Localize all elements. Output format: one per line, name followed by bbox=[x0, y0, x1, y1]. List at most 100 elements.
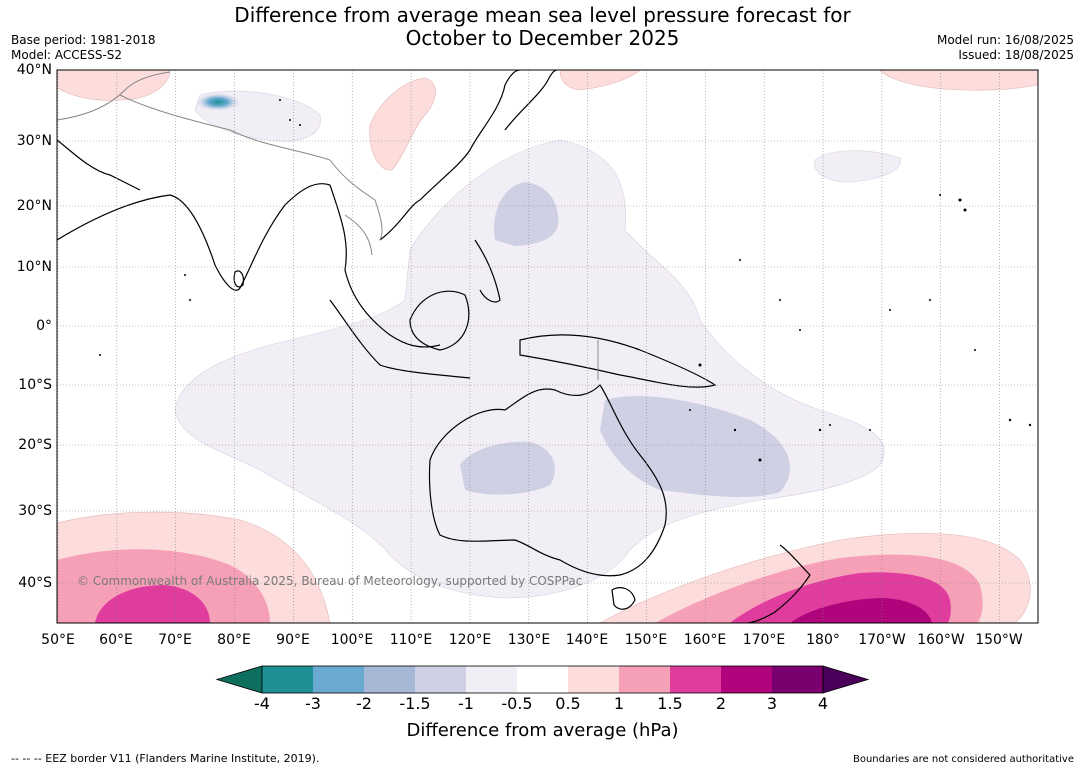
coast-new-guinea bbox=[519, 334, 717, 388]
colorbar-tick: -1 bbox=[458, 694, 474, 713]
colorbar-extend-high bbox=[822, 665, 870, 694]
colorbar-swatch bbox=[721, 666, 772, 693]
lat-label-30s: 30°S bbox=[18, 503, 52, 519]
lat-label-40n: 40°N bbox=[16, 62, 52, 78]
colorbar-swatch bbox=[313, 666, 364, 693]
lat-label-0: 0° bbox=[36, 318, 52, 334]
colorbar-swatch bbox=[670, 666, 721, 693]
colorbar-tick: -3 bbox=[305, 694, 321, 713]
lon-label-150w: 150°W bbox=[975, 632, 1023, 648]
colorbar-swatch bbox=[517, 666, 568, 693]
coast-sumatra bbox=[329, 299, 471, 379]
border-south-asia bbox=[119, 94, 331, 161]
colorbar-frame bbox=[261, 665, 824, 694]
colorbar-tick: -2 bbox=[356, 694, 372, 713]
title-line-1: Difference from average mean sea level p… bbox=[234, 3, 851, 27]
lat-label-20s: 20°S bbox=[18, 437, 52, 453]
coast-australia bbox=[428, 384, 667, 577]
coast-borneo bbox=[409, 290, 470, 351]
colorbar-tick: -0.5 bbox=[501, 694, 533, 713]
copyright-notice: © Commonwealth of Australia 2025, Bureau… bbox=[77, 574, 583, 588]
map-frame bbox=[56, 69, 1039, 624]
lon-label-70e: 70°E bbox=[158, 632, 192, 648]
anomaly-region-blue-coral bbox=[600, 396, 790, 498]
anomaly-region-blue-aus bbox=[460, 441, 555, 495]
colorbar-swatch bbox=[415, 666, 466, 693]
lon-label-160w: 160°W bbox=[917, 632, 965, 648]
colorbar-tick: 2 bbox=[715, 694, 727, 713]
lon-label-160e: 160°E bbox=[683, 632, 727, 648]
coast-indochina bbox=[329, 184, 441, 348]
lon-label-130e: 130°E bbox=[507, 632, 551, 648]
meta-left: Base period: 1981-2018 Model: ACCESS-S2 bbox=[11, 33, 156, 63]
lon-label-100e: 100°E bbox=[330, 632, 374, 648]
colorbar-swatch bbox=[364, 666, 415, 693]
colorbar-tick: -4 bbox=[254, 694, 270, 713]
boundaries-disclaimer: Boundaries are not considered authoritat… bbox=[852, 754, 1074, 765]
lon-label-120e: 120°E bbox=[448, 632, 492, 648]
colorbar-swatch bbox=[568, 666, 619, 693]
country-borders bbox=[57, 71, 599, 380]
coast-japan bbox=[504, 70, 558, 131]
anomaly-spot-teal bbox=[196, 93, 240, 111]
border-indochina bbox=[344, 214, 373, 256]
base-period: Base period: 1981-2018 bbox=[11, 33, 156, 47]
eez-footnote: -- -- -- EEZ border V11 (Flanders Marine… bbox=[11, 752, 320, 765]
anomaly-region-lavender-ne bbox=[814, 150, 901, 183]
colorbar-tick: 3 bbox=[766, 694, 778, 713]
lon-label-110e: 110°E bbox=[389, 632, 433, 648]
coast-philippines bbox=[474, 239, 501, 303]
lat-label-40s: 40°S bbox=[18, 575, 52, 591]
page-title: Difference from average mean sea level p… bbox=[0, 4, 1085, 50]
coastlines bbox=[57, 70, 811, 623]
colorbar bbox=[215, 665, 870, 694]
gridlines bbox=[57, 70, 1038, 623]
colorbar-tick: -1.5 bbox=[399, 694, 431, 713]
anomaly-region-sw-15 bbox=[95, 585, 210, 623]
colorbar-swatch bbox=[466, 666, 517, 693]
model-name: Model: ACCESS-S2 bbox=[11, 48, 123, 62]
lon-label-60e: 60°E bbox=[99, 632, 133, 648]
coast-sri-lanka bbox=[233, 270, 245, 288]
colorbar-title: Difference from average (hPa) bbox=[406, 720, 679, 741]
colorbar-tick: 4 bbox=[817, 694, 829, 713]
coast-arabia bbox=[57, 139, 141, 191]
issued-date: Issued: 18/08/2025 bbox=[958, 48, 1074, 62]
lon-label-80e: 80°E bbox=[217, 632, 251, 648]
colorbar-extend-low bbox=[215, 665, 263, 694]
lon-label-50e: 50°E bbox=[41, 632, 75, 648]
map-fill-layers bbox=[57, 70, 1038, 623]
pacific-islands bbox=[99, 99, 1032, 462]
colorbar-swatch bbox=[262, 666, 313, 693]
colorbar-tick: 1.5 bbox=[657, 694, 683, 713]
lat-label-10n: 10°N bbox=[16, 259, 52, 275]
lon-label-90e: 90°E bbox=[276, 632, 310, 648]
colorbar-tick: 1 bbox=[613, 694, 625, 713]
lon-label-170w: 170°W bbox=[858, 632, 906, 648]
anomaly-region-pink-top bbox=[559, 70, 641, 91]
model-run: Model run: 16/08/2025 bbox=[936, 33, 1074, 47]
coast-new-zealand bbox=[747, 544, 811, 623]
anomaly-region-pink-ne bbox=[879, 70, 1038, 91]
anomaly-region-se-20 bbox=[790, 598, 932, 623]
lat-label-20n: 20°N bbox=[16, 198, 52, 214]
lat-label-10s: 10°S bbox=[18, 377, 52, 393]
anomaly-region-pink-tibet bbox=[369, 77, 436, 171]
colorbar-swatch bbox=[619, 666, 670, 693]
colorbar-tick: 0.5 bbox=[555, 694, 581, 713]
lon-label-140e: 140°E bbox=[565, 632, 609, 648]
coast-tasmania bbox=[611, 587, 636, 610]
anomaly-region-pink-nw bbox=[57, 70, 171, 101]
lon-label-170e: 170°E bbox=[742, 632, 786, 648]
colorbar-swatch bbox=[772, 666, 823, 693]
coast-india bbox=[57, 183, 331, 291]
anomaly-region-blue-north bbox=[494, 182, 559, 246]
coast-china bbox=[379, 70, 521, 241]
border-china bbox=[329, 159, 383, 241]
border-central-asia bbox=[57, 71, 171, 121]
lon-label-180: 180° bbox=[806, 632, 840, 648]
lat-label-30n: 30°N bbox=[16, 133, 52, 149]
meta-right: Model run: 16/08/2025 Issued: 18/08/2025 bbox=[937, 33, 1074, 63]
title-line-2: October to December 2025 bbox=[405, 26, 680, 50]
